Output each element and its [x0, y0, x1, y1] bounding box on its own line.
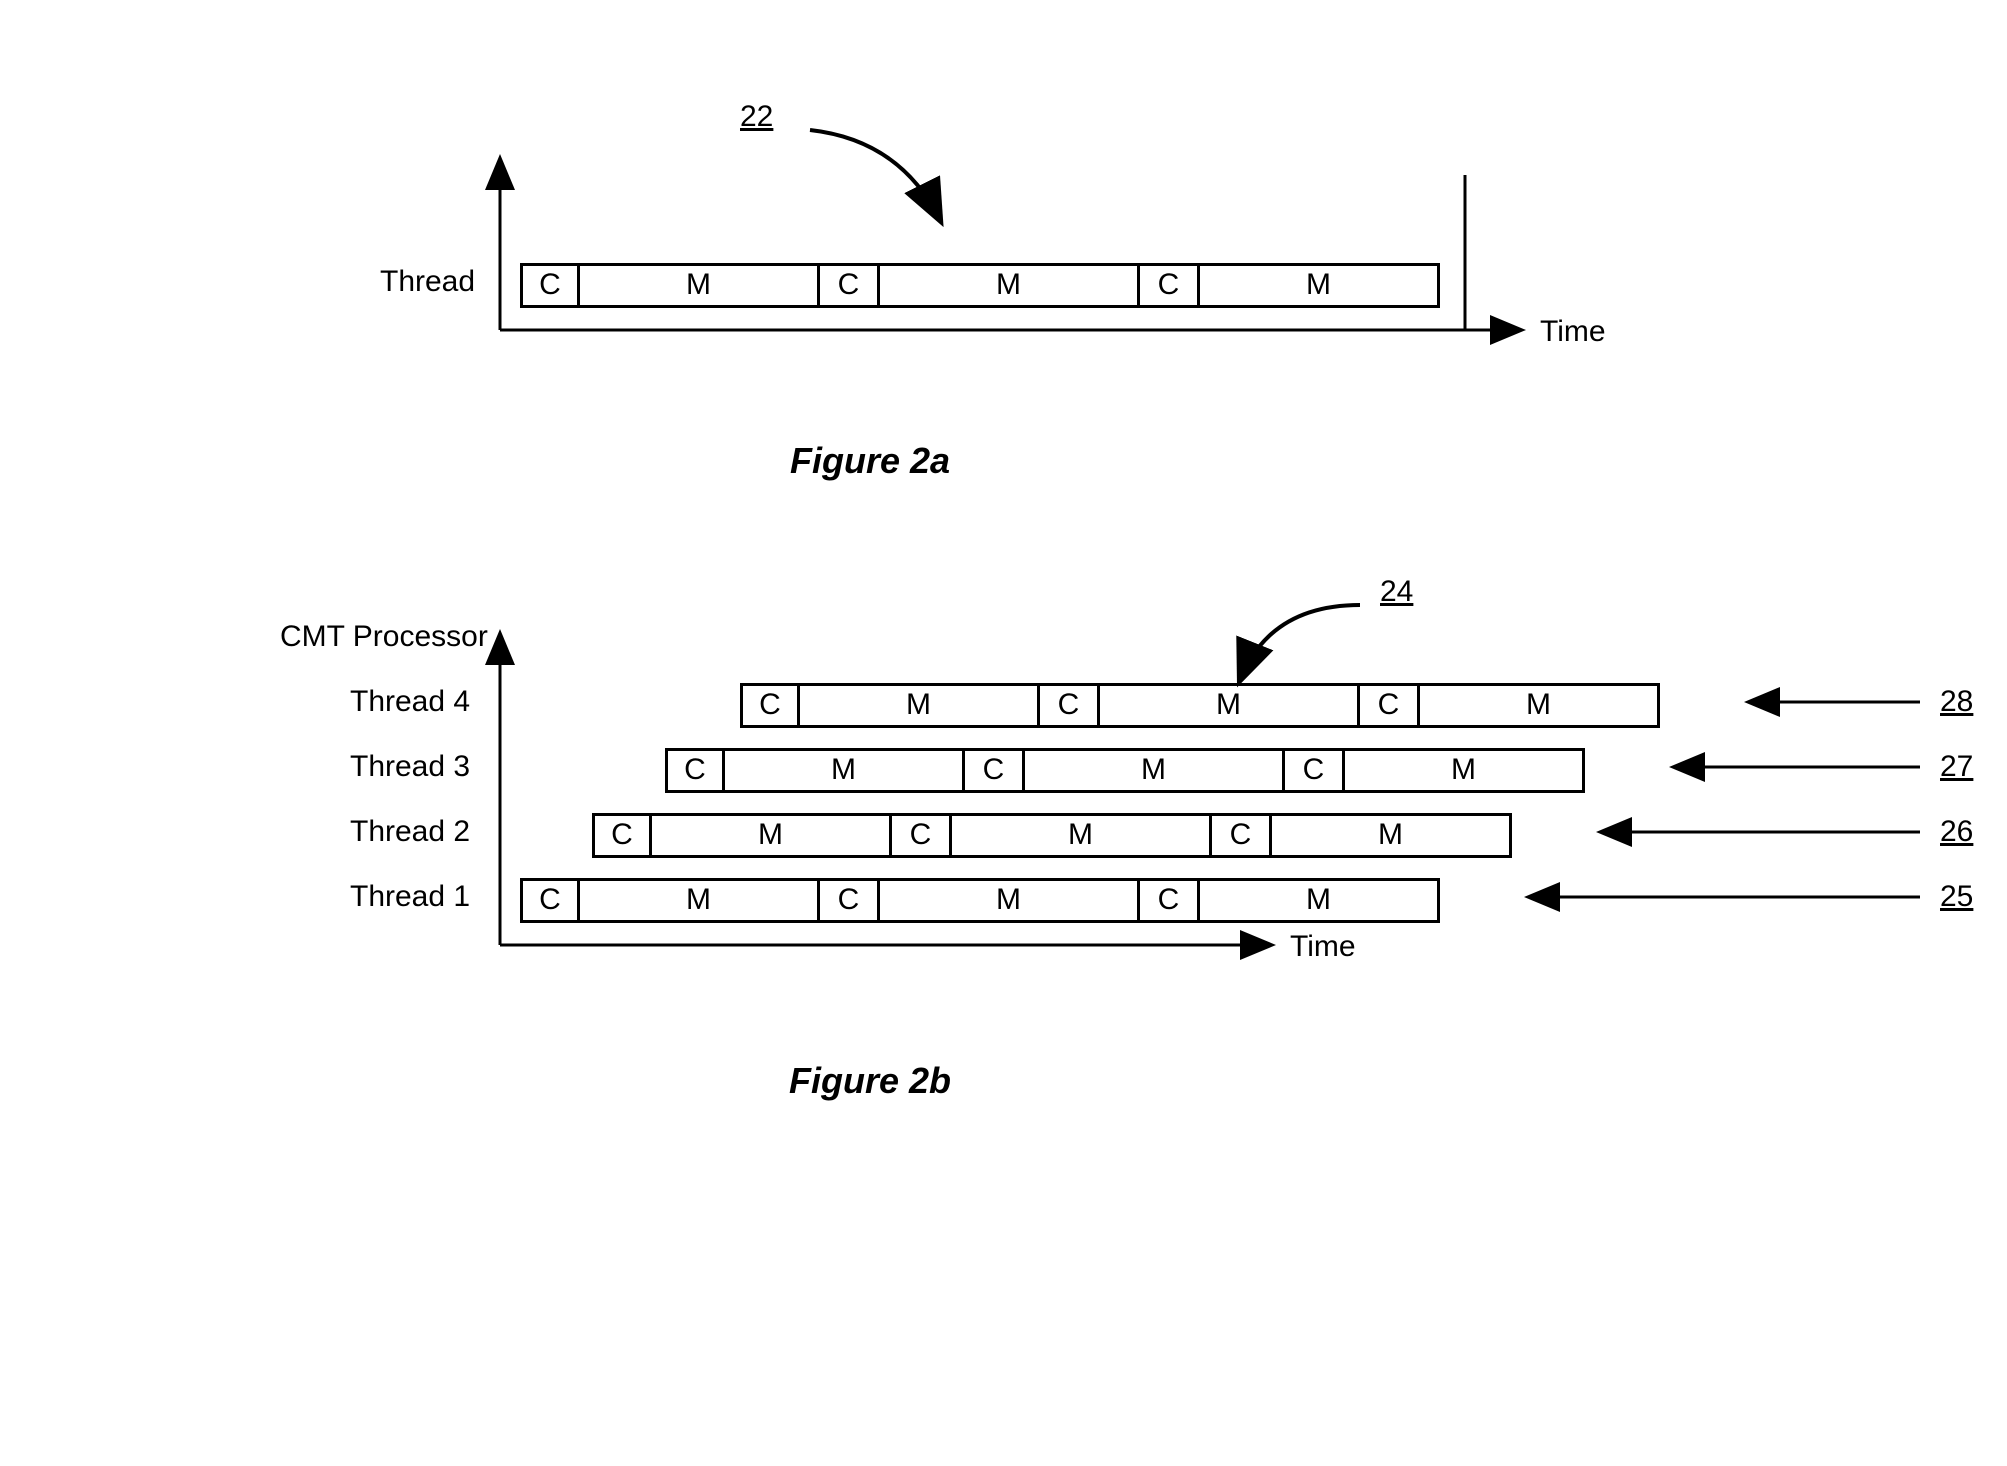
timeline-cell: C [592, 813, 652, 858]
timeline-cell: C [665, 748, 725, 793]
timeline-cell: M [580, 263, 820, 308]
figure-2a-y-axis-label: Thread [380, 265, 475, 299]
thread-4-label: Thread 4 [350, 685, 470, 719]
thread-1-timeline: C M C M C M [520, 875, 1440, 925]
timeline-cell: C [820, 263, 880, 308]
thread-2-ref-number: 26 [1940, 815, 1973, 849]
thread-4-ref-number: 28 [1940, 685, 1973, 719]
timeline-cell: M [880, 263, 1140, 308]
timeline-cell: M [1200, 878, 1440, 923]
thread-3-timeline: C M C M C M [665, 745, 1585, 795]
timeline-cell: M [1100, 683, 1360, 728]
figure-2a-x-axis-label: Time [1540, 315, 1606, 349]
timeline-cell: C [1360, 683, 1420, 728]
timeline-cell: C [1212, 813, 1272, 858]
timeline-cell: C [1285, 748, 1345, 793]
timeline-cell: M [652, 813, 892, 858]
timeline-cell: M [1345, 748, 1585, 793]
figure-2b: CMT Processor 24 Time Thread 4 C M C M C… [220, 580, 1967, 1100]
figure-2b-title: CMT Processor [280, 620, 488, 654]
thread-2-timeline: C M C M C M [592, 810, 1512, 860]
timeline-cell: M [800, 683, 1040, 728]
figure-2a-ref-number: 22 [740, 100, 773, 134]
timeline-cell: M [725, 748, 965, 793]
thread-1-label: Thread 1 [350, 880, 470, 914]
timeline-cell: M [880, 878, 1140, 923]
timeline-cell: C [740, 683, 800, 728]
timeline-cell: C [1140, 878, 1200, 923]
timeline-cell: C [892, 813, 952, 858]
timeline-cell: C [965, 748, 1025, 793]
figure-2b-ref-number: 24 [1380, 575, 1413, 609]
figure-2a-thread-timeline: C M C M C M [520, 260, 1440, 310]
figure-2a: 22 Thread Time C M C M C M Figure 2a [220, 40, 1967, 460]
timeline-cell: M [952, 813, 1212, 858]
thread-1-ref-number: 25 [1940, 880, 1973, 914]
timeline-cell: C [520, 878, 580, 923]
timeline-cell: C [1040, 683, 1100, 728]
figure-2b-axes [220, 580, 2007, 1030]
figure-2a-axes [220, 40, 1620, 390]
thread-3-ref-number: 27 [1940, 750, 1973, 784]
timeline-cell: M [1272, 813, 1512, 858]
thread-3-label: Thread 3 [350, 750, 470, 784]
thread-2-label: Thread 2 [350, 815, 470, 849]
figure-2b-x-axis-label: Time [1290, 930, 1356, 964]
timeline-cell: M [580, 878, 820, 923]
timeline-cell: M [1420, 683, 1660, 728]
timeline-cell: C [820, 878, 880, 923]
figure-2b-caption: Figure 2b [220, 1060, 1520, 1102]
timeline-cell: M [1200, 263, 1440, 308]
timeline-cell: C [1140, 263, 1200, 308]
figure-2a-caption: Figure 2a [220, 440, 1520, 482]
thread-4-timeline: C M C M C M [740, 680, 1660, 730]
timeline-cell: M [1025, 748, 1285, 793]
timeline-cell: C [520, 263, 580, 308]
